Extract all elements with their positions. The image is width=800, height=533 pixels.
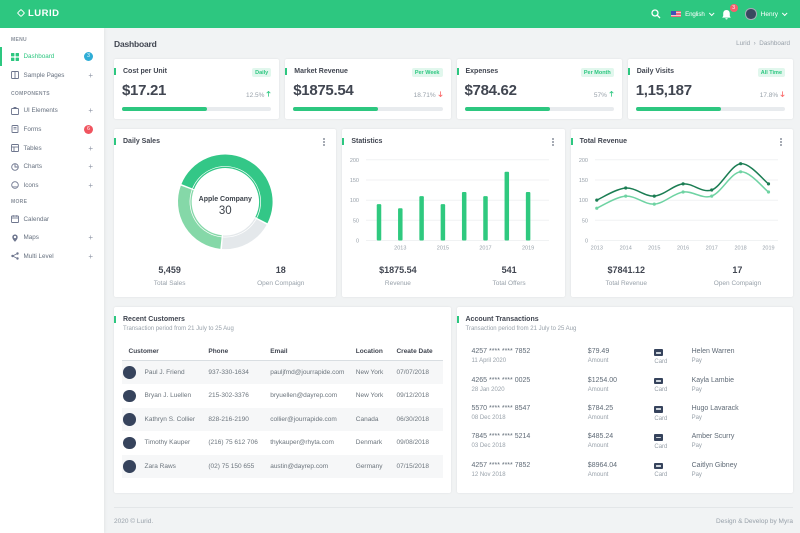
- svg-text:150: 150: [350, 178, 359, 184]
- svg-text:150: 150: [578, 178, 587, 184]
- svg-text:2019: 2019: [522, 246, 534, 252]
- svg-text:200: 200: [350, 158, 359, 164]
- svg-text:2018: 2018: [734, 246, 746, 252]
- svg-text:2014: 2014: [619, 246, 631, 252]
- svg-text:100: 100: [350, 198, 359, 204]
- svg-text:0: 0: [585, 239, 588, 245]
- svg-text:2017: 2017: [705, 246, 717, 252]
- svg-text:2015: 2015: [437, 246, 449, 252]
- svg-text:2013: 2013: [395, 246, 407, 252]
- svg-text:50: 50: [353, 218, 359, 224]
- svg-text:0: 0: [356, 239, 359, 245]
- svg-text:100: 100: [578, 198, 587, 204]
- svg-text:30: 30: [219, 205, 232, 217]
- svg-text:50: 50: [582, 218, 588, 224]
- svg-text:2013: 2013: [590, 246, 602, 252]
- svg-text:Apple Company: Apple Company: [199, 196, 252, 203]
- svg-text:2016: 2016: [677, 246, 689, 252]
- svg-text:200: 200: [578, 158, 587, 164]
- svg-text:2019: 2019: [762, 246, 774, 252]
- svg-text:2015: 2015: [648, 246, 660, 252]
- svg-text:2017: 2017: [480, 246, 492, 252]
